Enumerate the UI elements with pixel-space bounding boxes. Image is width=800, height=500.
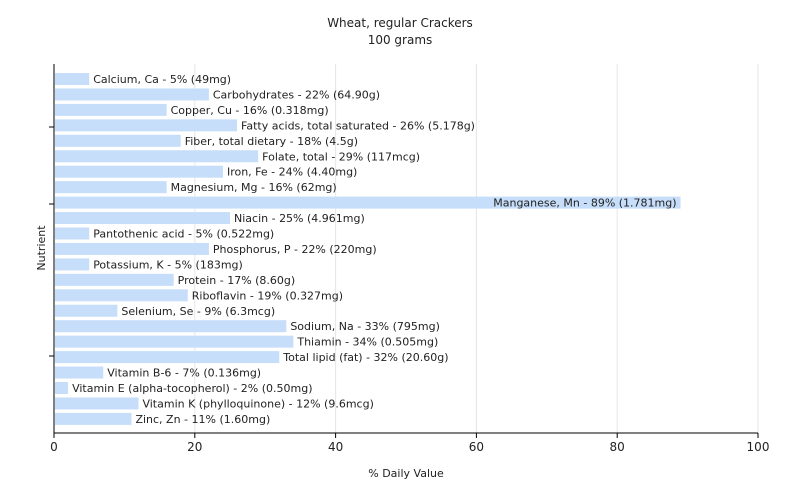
bar (55, 165, 223, 178)
bar (55, 382, 69, 394)
bar (55, 351, 280, 364)
bar-label: Pantothenic acid - 5% (0.522mg) (93, 228, 274, 241)
y-axis-label: Nutrient (35, 225, 48, 271)
bar (55, 212, 230, 225)
bar-label: Niacin - 25% (4.961mg) (234, 212, 365, 225)
bar (55, 103, 167, 116)
bar (55, 366, 104, 379)
bar-label: Iron, Fe - 24% (4.40mg) (227, 166, 357, 179)
bar (55, 412, 132, 425)
x-tick-label: 0 (50, 440, 58, 454)
x-tick-label: 60 (469, 440, 484, 454)
bar (55, 304, 118, 317)
bar (55, 397, 139, 410)
bar-label: Folate, total - 29% (117mcg) (262, 150, 420, 163)
bar-label: Potassium, K - 5% (183mg) (93, 258, 243, 271)
bar-label: Fiber, total dietary - 18% (4.5g) (185, 135, 358, 148)
bar (55, 196, 681, 209)
bar (55, 73, 90, 85)
bar-label: Manganese, Mn - 89% (1.781mg) (493, 197, 676, 210)
bar (55, 150, 259, 163)
bar-label: Calcium, Ca - 5% (49mg) (93, 73, 231, 86)
bar-label: Vitamin K (phylloquinone) - 12% (9.6mcg) (142, 397, 373, 410)
bar (55, 320, 287, 333)
bar-label: Selenium, Se - 9% (6.3mcg) (121, 305, 275, 318)
chart-title: Wheat, regular Crackers (327, 16, 473, 30)
chart-subtitle: 100 grams (367, 33, 433, 47)
bar (55, 258, 90, 271)
bar (55, 119, 238, 132)
x-tick-label: 80 (610, 440, 625, 454)
bar-label: Phosphorus, P - 22% (220mg) (213, 243, 377, 256)
bar (55, 289, 188, 302)
bar-label: Carbohydrates - 22% (64.90g) (213, 88, 380, 101)
bars: Calcium, Ca - 5% (49mg) Carbohydrates - 2… (55, 73, 681, 426)
bar-label: Vitamin B-6 - 7% (0.136mg) (107, 367, 261, 380)
bar-label: Riboflavin - 19% (0.327mg) (192, 289, 343, 302)
x-axis-label: % Daily Value (368, 467, 444, 480)
bar (55, 88, 209, 101)
bar-label: Vitamin E (alpha-tocopherol) - 2% (0.50m… (72, 382, 312, 395)
x-tick-label: 20 (187, 440, 202, 454)
bar-label: Zinc, Zn - 11% (1.60mg) (135, 413, 270, 426)
bar (55, 181, 167, 194)
bar-label: Protein - 17% (8.60g) (178, 274, 296, 287)
bar-label: Thiamin - 34% (0.505mg) (296, 336, 438, 349)
x-tick-label: 40 (328, 440, 343, 454)
bar-label: Magnesium, Mg - 16% (62mg) (171, 181, 337, 194)
bar (55, 227, 90, 240)
bar (55, 134, 181, 147)
bar-label: Total lipid (fat) - 32% (20.60g) (282, 351, 448, 364)
axes: 0 20 40 60 80 100 (49, 64, 769, 454)
bar-label: Fatty acids, total saturated - 26% (5.17… (241, 119, 475, 132)
bar (55, 335, 294, 348)
bar-label: Copper, Cu - 16% (0.318mg) (171, 104, 329, 117)
bar (55, 273, 174, 286)
bar (55, 242, 209, 255)
x-tick-label: 100 (747, 440, 770, 454)
bar-label: Sodium, Na - 33% (795mg) (290, 320, 440, 333)
